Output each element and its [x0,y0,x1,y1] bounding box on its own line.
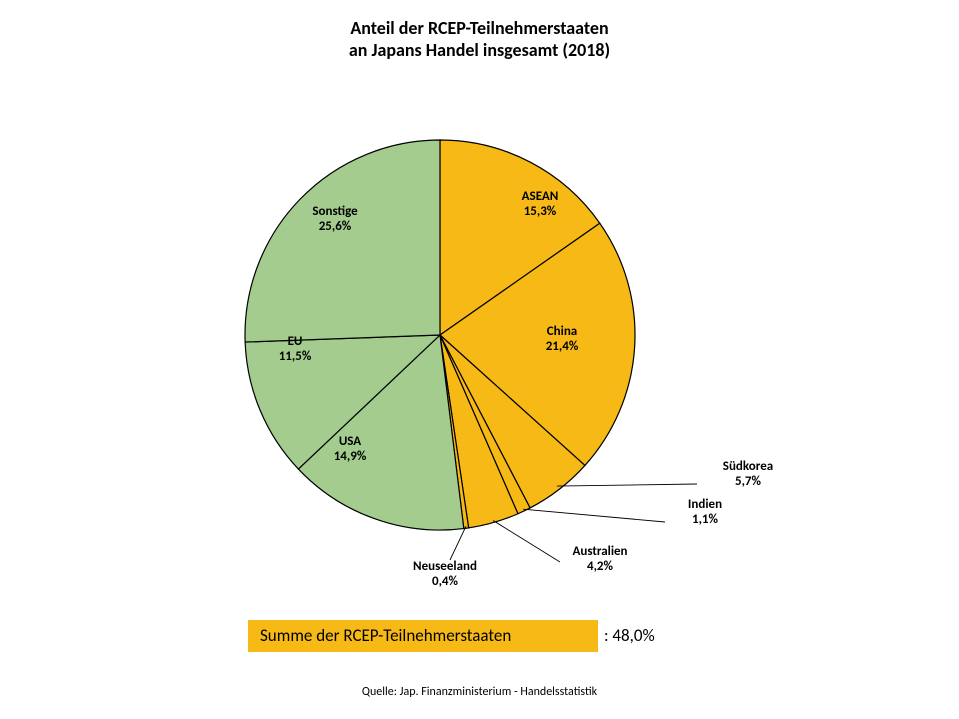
pie-slice-label: Australien4,2% [572,545,627,575]
pie-slice-label: USA14,9% [334,435,367,465]
pie-slice-label: ASEAN15,3% [522,190,559,220]
pie-slice-label: EU11,5% [279,335,312,365]
pie-slice-label: Neuseeland0,4% [413,560,477,590]
summary-box-text: Summe der RCEP-Teilnehmerstaaten [260,625,511,646]
pie-slice-label: Indien1,1% [688,498,722,528]
pie-slice-label: Südkorea5,7% [723,460,773,490]
chart-container: Anteil der RCEP-Teilnehmerstaaten an Jap… [0,0,959,719]
pie-chart [0,0,959,719]
pie-slice-label: China21,4% [546,325,579,355]
summary-value: : 48,0% [604,625,655,646]
pie-slice-label: Sonstige25,6% [312,205,357,235]
summary-box: Summe der RCEP-Teilnehmerstaaten [248,620,598,652]
source-line: Quelle: Jap. Finanzministerium - Handels… [0,685,959,699]
pie-slice-sonstige [245,140,440,342]
